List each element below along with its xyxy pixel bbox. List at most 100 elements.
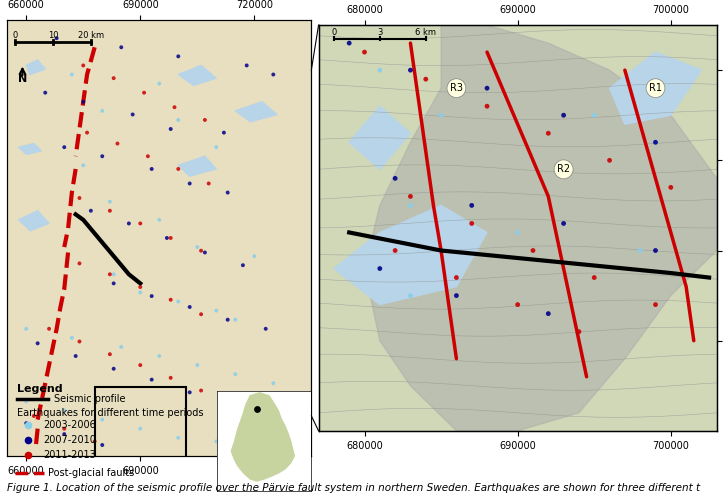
- Point: [135, 361, 146, 369]
- Point: [135, 289, 146, 297]
- Point: [104, 271, 116, 279]
- Point: [22, 451, 33, 459]
- Point: [165, 296, 177, 304]
- Point: [343, 39, 355, 47]
- Point: [191, 243, 203, 251]
- Point: [466, 201, 478, 209]
- Point: [104, 198, 116, 206]
- Point: [226, 397, 237, 405]
- Point: [450, 292, 462, 300]
- Text: Earthquakes for different time periods: Earthquakes for different time periods: [17, 408, 204, 418]
- Text: 2007-2010: 2007-2010: [43, 435, 96, 445]
- Point: [211, 307, 222, 315]
- Point: [115, 43, 127, 51]
- Text: 0: 0: [12, 31, 17, 40]
- Text: 20 km: 20 km: [77, 31, 104, 40]
- Point: [542, 310, 554, 318]
- Point: [108, 74, 119, 82]
- Point: [172, 165, 184, 173]
- Point: [96, 107, 108, 115]
- Point: [96, 441, 108, 449]
- Text: R2: R2: [557, 164, 571, 174]
- Point: [108, 365, 119, 373]
- Point: [89, 437, 101, 445]
- Point: [649, 138, 661, 146]
- Point: [184, 303, 195, 311]
- Point: [405, 66, 416, 74]
- Text: Seismic profile: Seismic profile: [54, 394, 125, 404]
- Point: [43, 325, 55, 333]
- Point: [146, 376, 158, 384]
- Text: 2011-2013: 2011-2013: [43, 450, 96, 460]
- Point: [203, 179, 214, 187]
- Text: R3: R3: [450, 83, 463, 93]
- Point: [172, 116, 184, 124]
- Text: 0: 0: [332, 28, 337, 37]
- Point: [184, 388, 195, 396]
- Point: [104, 207, 116, 215]
- Point: [649, 138, 661, 146]
- Point: [135, 219, 146, 227]
- Point: [199, 116, 211, 124]
- Point: [165, 234, 177, 242]
- Point: [420, 75, 432, 83]
- Point: [405, 201, 416, 209]
- Polygon shape: [610, 52, 702, 124]
- Point: [267, 71, 279, 79]
- Point: [195, 310, 207, 318]
- Point: [649, 246, 661, 255]
- Point: [191, 361, 203, 369]
- Point: [222, 316, 234, 324]
- Point: [142, 152, 153, 160]
- Point: [466, 219, 478, 227]
- Bar: [95, 387, 186, 474]
- Point: [165, 374, 177, 382]
- Polygon shape: [364, 25, 717, 431]
- Point: [153, 216, 165, 224]
- Point: [405, 292, 416, 300]
- Point: [59, 406, 70, 414]
- Point: [172, 298, 184, 306]
- Polygon shape: [26, 60, 45, 75]
- Point: [222, 188, 234, 196]
- Point: [81, 129, 93, 137]
- Text: R1: R1: [649, 83, 662, 93]
- Point: [59, 143, 70, 151]
- Text: 6 km: 6 km: [416, 28, 437, 37]
- Point: [74, 194, 85, 202]
- Point: [450, 274, 462, 282]
- Point: [374, 66, 386, 74]
- Point: [108, 271, 119, 279]
- Point: [267, 379, 279, 387]
- Point: [111, 140, 123, 148]
- Point: [573, 328, 585, 336]
- Point: [589, 274, 600, 282]
- Point: [542, 129, 554, 137]
- Point: [589, 111, 600, 119]
- Polygon shape: [349, 106, 411, 169]
- Point: [184, 179, 195, 187]
- Point: [390, 246, 401, 255]
- Text: N: N: [18, 74, 27, 84]
- Point: [374, 265, 386, 273]
- Point: [51, 34, 62, 42]
- Point: [241, 62, 253, 70]
- Point: [123, 219, 135, 227]
- Point: [222, 401, 234, 409]
- Point: [481, 84, 493, 92]
- Point: [146, 292, 158, 300]
- Text: Legend: Legend: [17, 384, 63, 394]
- Point: [77, 62, 89, 70]
- Point: [96, 152, 108, 160]
- Polygon shape: [231, 393, 295, 481]
- Point: [211, 143, 222, 151]
- Text: Post-glacial faults: Post-glacial faults: [48, 467, 134, 477]
- Point: [104, 350, 116, 358]
- Point: [634, 246, 646, 255]
- Point: [195, 387, 207, 395]
- Point: [248, 252, 260, 260]
- Point: [20, 397, 32, 405]
- Point: [153, 80, 165, 88]
- Point: [481, 102, 493, 110]
- Point: [161, 234, 173, 242]
